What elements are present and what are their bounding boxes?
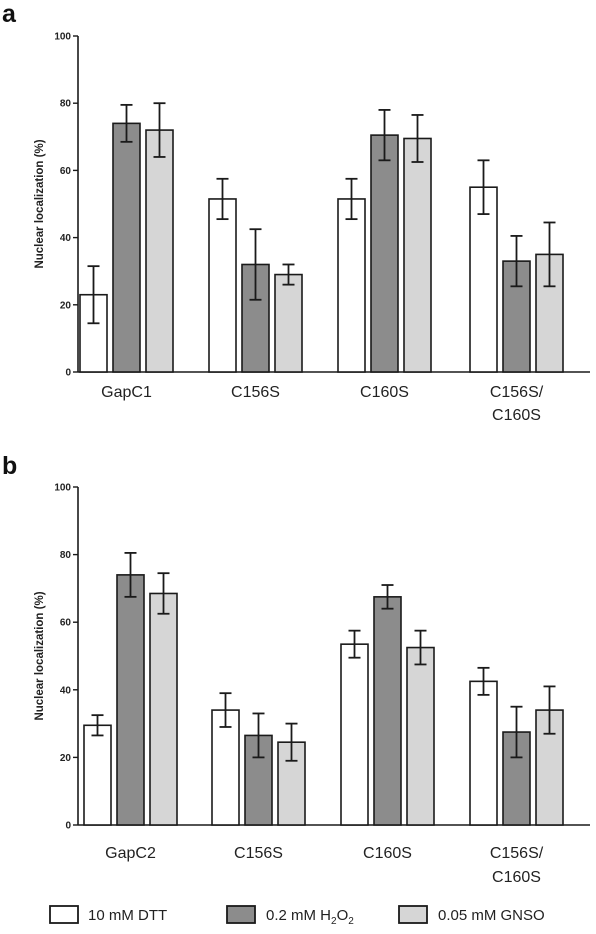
x-tick-label: C156S — [231, 384, 280, 401]
y-tick-label: 0 — [65, 368, 71, 379]
y-tick-label: 20 — [60, 753, 72, 764]
bar — [370, 134, 399, 373]
bar — [145, 129, 174, 373]
y-tick-label: 20 — [60, 300, 72, 311]
panel-letter: b — [2, 452, 17, 480]
x-tick-label: C156S/ — [490, 845, 544, 862]
x-tick-label: C156S/ — [490, 384, 544, 401]
legend: 10 mM DTT 0.2 mM H2O2 0.05 mM GNSO — [49, 905, 545, 927]
bar — [116, 574, 145, 826]
legend-label: 0.2 mM H2O2 — [266, 907, 354, 927]
x-tick-label: C160S — [492, 869, 541, 886]
x-tick-label: C156S — [234, 845, 283, 862]
panel-a-chart: a Nuclear localization (%) 0 20 40 60 80 100 Gap… — [2, 0, 590, 424]
bar — [112, 122, 141, 373]
y-tick-label: 0 — [65, 821, 71, 832]
bar — [149, 592, 178, 826]
y-tick-label: 100 — [54, 32, 71, 43]
bar — [406, 646, 435, 826]
legend-label: 10 mM DTT — [88, 907, 167, 924]
bar — [340, 643, 369, 826]
legend-label: 0.05 mM GNSO — [438, 907, 545, 924]
legend-swatch — [398, 905, 428, 924]
y-tick-label: 60 — [60, 166, 72, 177]
y-tick-label: 100 — [54, 483, 71, 494]
panel-b-chart: b Nuclear localization (%) 0 20 40 60 80 100 Gap… — [2, 452, 590, 886]
y-tick-label: 40 — [60, 233, 72, 244]
panel-letter: a — [2, 0, 17, 28]
x-tick-label: GapC2 — [105, 845, 156, 862]
x-tick-label: C160S — [360, 384, 409, 401]
legend-swatch — [226, 905, 256, 924]
bar — [208, 198, 237, 373]
bar — [337, 198, 366, 373]
bar — [469, 680, 498, 826]
y-tick-label: 40 — [60, 685, 72, 696]
x-tick-label: GapC1 — [101, 384, 152, 401]
y-tick-label: 80 — [60, 99, 72, 110]
y-tick-label: 60 — [60, 618, 72, 629]
bar — [211, 709, 240, 826]
bar — [83, 724, 112, 826]
bar — [403, 137, 432, 373]
y-axis-label: Nuclear localization (%) — [34, 591, 46, 720]
y-tick-label: 80 — [60, 550, 72, 561]
y-axis-label: Nuclear localization (%) — [34, 139, 46, 268]
legend-swatch — [49, 905, 79, 924]
bar — [373, 596, 402, 826]
x-tick-label: C160S — [492, 407, 541, 424]
bar — [469, 186, 498, 373]
x-tick-label: C160S — [363, 845, 412, 862]
bar — [274, 273, 303, 373]
